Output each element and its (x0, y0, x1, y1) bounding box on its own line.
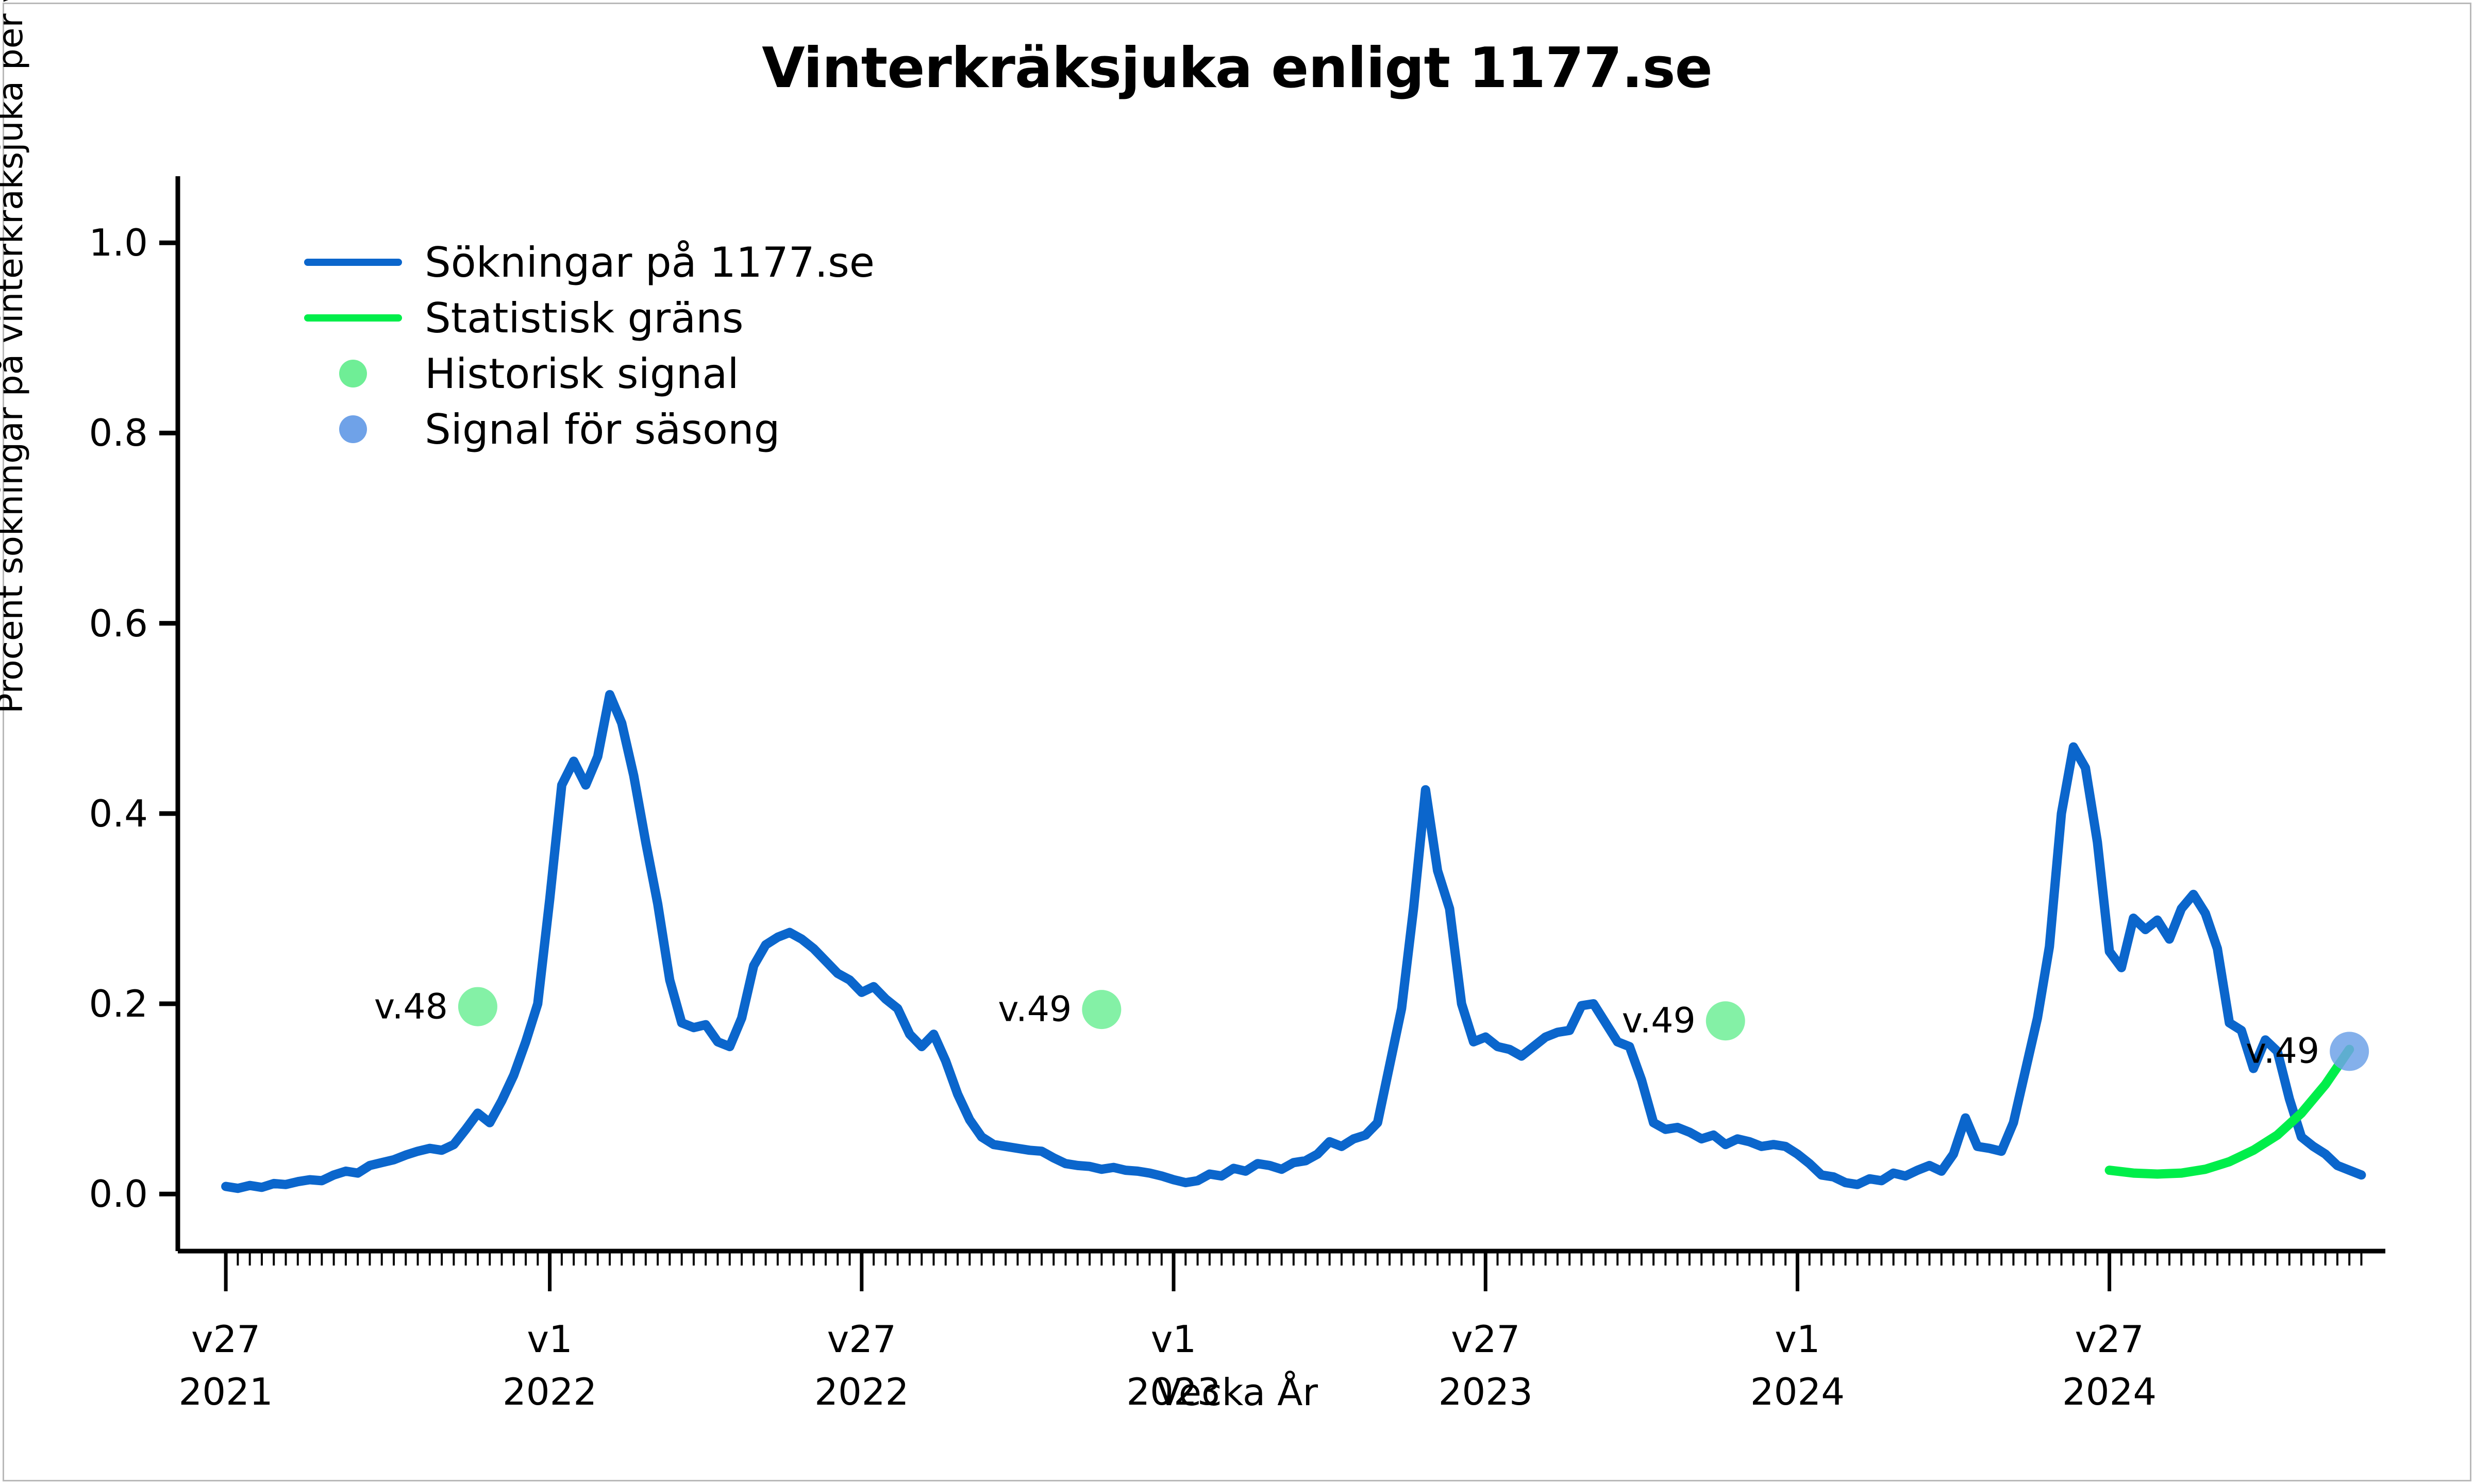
legend-item-2[interactable]: Historisk signal (294, 346, 875, 401)
signal-marker-1 (1082, 990, 1122, 1030)
x-tick-week-4: v27 (1451, 1318, 1520, 1361)
annotation-label-2: v.49 (1622, 1000, 1696, 1041)
legend-key-1 (294, 314, 412, 322)
x-tick-year-4: 2023 (1438, 1370, 1533, 1414)
axis-ticks (159, 240, 2363, 1291)
legend-label-1: Statistisk gräns (425, 294, 744, 342)
legend-label-2: Historisk signal (425, 349, 739, 398)
legend-label-3: Signal för säsong (425, 405, 780, 453)
y-tick-label-3: 0.6 (89, 601, 148, 645)
page-title: Vinterkräksjuka enligt 1177.se (762, 36, 1713, 100)
x-tick-year-1: 2022 (502, 1370, 597, 1414)
x-tick-year-6: 2024 (2062, 1370, 2157, 1414)
signal-markers (458, 987, 2369, 1071)
x-tick-week-6: v27 (2075, 1318, 2144, 1361)
x-tick-week-1: v1 (527, 1318, 573, 1361)
x-tick-year-0: 2021 (178, 1370, 273, 1414)
annotation-label-3: v.49 (2246, 1031, 2320, 1072)
legend-key-0 (294, 259, 412, 266)
series-line-0 (221, 690, 2366, 1193)
signal-marker-2 (1706, 1001, 1745, 1041)
x-tick-year-3: 2023 (1126, 1370, 1221, 1414)
y-tick-label-2: 0.4 (89, 791, 148, 835)
legend-dot-swatch-2 (339, 360, 367, 387)
x-tick-week-5: v1 (1775, 1318, 1820, 1361)
y-tick-label-0: 0.0 (89, 1172, 148, 1216)
y-tick-label-4: 0.8 (89, 411, 148, 455)
legend-dot-swatch-3 (339, 415, 367, 443)
legend-item-0[interactable]: Sökningar på 1177.se (294, 234, 875, 290)
data-series (221, 690, 2366, 1193)
legend-line-swatch-1 (304, 314, 402, 322)
signal-marker-3 (2330, 1032, 2369, 1071)
chart-legend: Sökningar på 1177.se Statistisk gräns Hist… (294, 234, 875, 457)
x-tick-label-2: v27 2022 (759, 1313, 965, 1418)
x-tick-year-2: 2022 (814, 1370, 909, 1414)
x-tick-week-3: v1 (1150, 1318, 1197, 1361)
legend-key-2 (294, 360, 412, 387)
legend-item-1[interactable]: Statistisk gräns (294, 290, 875, 346)
x-tick-label-1: v1 2022 (447, 1313, 653, 1418)
x-tick-label-3: v1 2023 (1071, 1313, 1277, 1418)
annotation-label-1: v.49 (998, 989, 1072, 1030)
x-tick-year-5: 2024 (1750, 1370, 1845, 1414)
signal-marker-0 (458, 987, 497, 1026)
legend-item-3[interactable]: Signal för säsong (294, 401, 875, 457)
series-line-1 (2104, 1044, 2354, 1179)
x-tick-label-6: v27 2024 (2007, 1313, 2213, 1418)
legend-key-3 (294, 415, 412, 443)
legend-line-swatch-0 (304, 259, 402, 266)
legend-label-0: Sökningar på 1177.se (425, 238, 875, 286)
annotation-label-0: v.48 (374, 986, 448, 1027)
x-tick-week-0: v27 (191, 1318, 261, 1361)
x-tick-label-4: v27 2023 (1382, 1313, 1589, 1418)
x-tick-week-2: v27 (827, 1318, 896, 1361)
y-tick-label-1: 0.2 (89, 982, 148, 1026)
x-axis-title: Vecka År (1156, 1371, 1318, 1414)
x-tick-label-0: v27 2021 (123, 1313, 329, 1418)
y-tick-label-5: 1.0 (89, 221, 148, 265)
x-tick-label-5: v1 2024 (1694, 1313, 1900, 1418)
